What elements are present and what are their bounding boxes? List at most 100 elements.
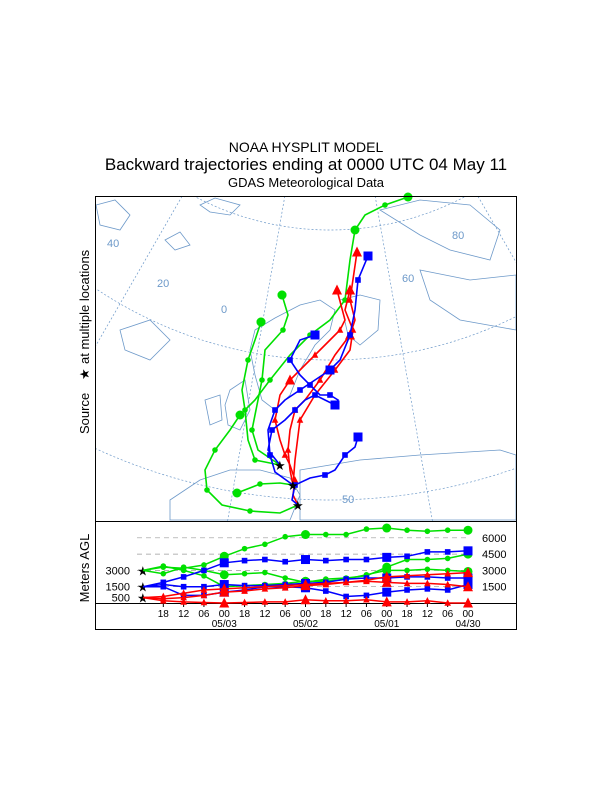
square-marker [323,588,329,594]
triangle-marker [363,577,370,585]
triangle-marker [316,376,324,383]
star-icon: ★ [77,368,92,380]
triangle-marker [403,598,411,605]
triangle-marker [444,580,451,588]
coastline [199,197,241,216]
square-marker [363,592,370,599]
triangle-marker [424,597,431,604]
square-marker [463,546,473,556]
start-star-icon: ★ [137,580,149,595]
circle-marker [241,570,248,577]
triangle-marker [285,374,295,385]
triangle-marker [463,567,473,578]
circle-marker [382,202,388,208]
x-tick-label: 18 [239,609,251,620]
x-tick-label: 00 [300,609,312,620]
map-frame [95,196,517,522]
circle-marker [201,573,207,579]
square-marker [343,593,349,600]
triangle-marker [403,572,411,579]
x-tick-label: 00 [381,609,393,620]
green-trajectory [204,196,409,514]
source-star-icon: ★ [292,498,304,513]
circle-marker [404,567,410,574]
side-label-source: Source [77,393,92,434]
circle-marker [404,527,410,533]
date-label: 04/30 [455,619,480,630]
longitude-line [0,0,330,248]
triangle-marker [200,586,208,593]
circle-marker [277,290,287,300]
square-marker [363,556,370,563]
circle-marker [245,357,251,363]
triangle-marker [424,579,431,587]
x-tick-label: 06 [361,609,373,620]
circle-marker [232,488,242,498]
square-marker [262,556,268,563]
triangle-marker [261,585,269,592]
circle-marker [444,555,451,562]
circle-marker [180,567,187,574]
source-star-icon: ★ [287,478,299,493]
triangle-marker [363,595,370,603]
triangle-marker [444,599,451,606]
circle-marker [463,525,473,535]
triangle-marker [322,580,330,588]
coastline [299,449,516,521]
grid-label: 40 [107,238,119,250]
longitude-line [374,197,433,521]
square-marker [160,581,167,588]
triangle-marker [271,416,279,423]
circle-marker [343,531,349,538]
y-axis-label: Meters AGL [77,534,92,603]
grid-label: 80 [452,230,464,242]
square-marker [180,574,187,580]
square-marker [272,407,278,413]
square-marker [297,387,303,393]
grid-label: 60 [402,273,414,285]
triangle-marker [332,284,342,295]
longitude-line [96,197,183,346]
square-marker [342,452,348,458]
circle-marker [212,447,218,453]
triangle-marker [180,593,187,601]
data-source: GDAS Meteorological Data [227,175,385,190]
square-marker [424,549,431,555]
grid-label: 20 [157,278,169,290]
square-marker [343,556,349,563]
triangle-marker [322,597,330,604]
square-marker [269,427,275,433]
circle-marker [424,528,431,535]
grid-label: 0 [221,304,227,316]
circle-marker [252,457,258,463]
triangle-marker [346,296,354,303]
square-marker [404,553,410,560]
coastline [119,319,171,361]
triangle-marker [311,351,319,358]
triangle-marker [342,597,350,604]
start-height-label: 500 [112,593,130,605]
x-tick-label: 12 [422,609,434,620]
square-marker [201,567,207,574]
circle-marker [241,545,248,552]
triangle-marker [342,578,350,586]
triangle-marker [424,570,431,578]
triangle-marker [219,586,230,597]
x-tick-label: 18 [320,609,332,620]
circle-marker [282,533,288,540]
triangle-marker [345,284,355,295]
longitude-line [227,197,286,521]
start-star-icon: ★ [137,591,149,606]
triangle-marker [296,416,304,423]
coastline [204,394,223,426]
vertical-profile: 6000 4500 3000 1500 3000 ★ 1500 ★ 500 ★ 18 12 06 00 18… [106,523,506,630]
x-tick-label: 06 [442,609,454,620]
square-marker [424,586,431,592]
triangle-marker [180,589,187,597]
circle-marker [323,531,329,538]
circle-marker [267,377,273,383]
circle-marker [301,530,310,540]
